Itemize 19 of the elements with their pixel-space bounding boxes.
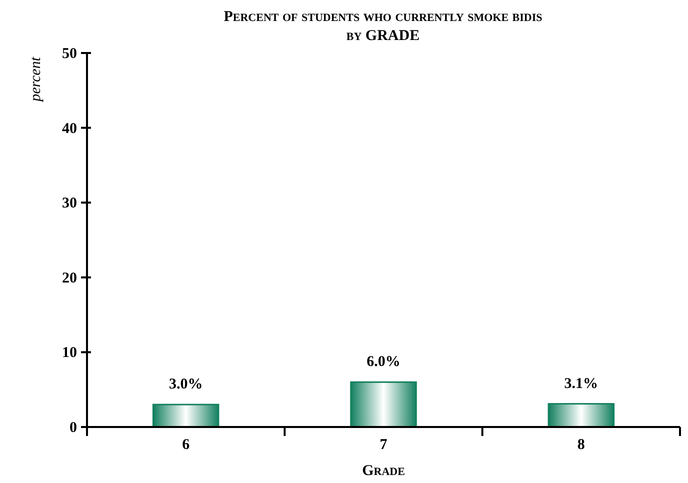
data-label: 3.0% [168,376,203,393]
data-label: 6.0% [366,354,400,370]
y-tick-label: 50 [62,46,77,62]
data-label: 3.1% [564,376,598,392]
chart-subtitle: by GRADE [346,28,420,44]
bar [350,381,417,428]
y-tick-label: 20 [62,270,77,286]
y-tick-label: 0 [70,420,77,436]
x-axis-title: Grade [362,463,405,479]
y-tick-label: 40 [62,120,77,137]
y-axis-title: percent [28,56,44,102]
chart-title: Percent of students who currently smoke bidis [224,9,542,25]
bar [152,404,220,428]
y-tick-label: 10 [62,345,77,362]
y-tick-label: 30 [62,196,77,212]
bar [548,403,615,428]
x-tick-label: 7 [380,437,388,453]
x-tick-label: 8 [577,437,585,453]
x-tick-label: 6 [182,437,190,453]
